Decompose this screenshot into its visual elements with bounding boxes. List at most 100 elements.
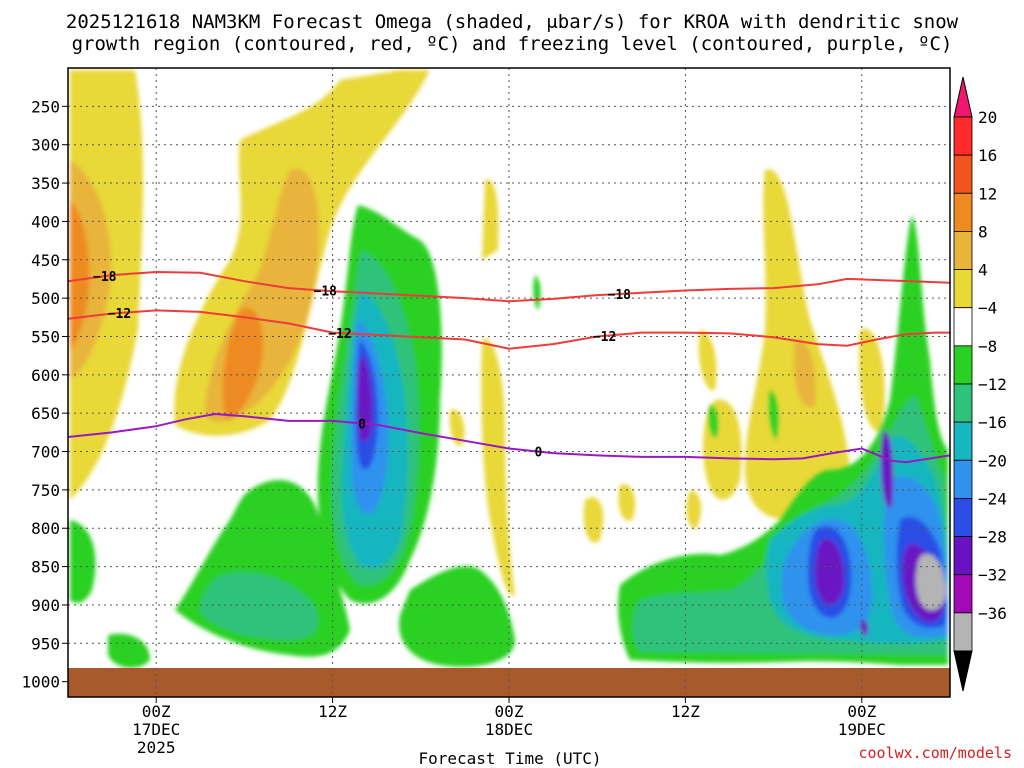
y-tick-label: 400 — [31, 212, 60, 231]
colorbar-top-arrow — [953, 76, 973, 118]
omega-minus4-region — [533, 275, 541, 310]
chart-title-line2: growth region (contoured, red, ºC) and f… — [72, 33, 953, 55]
y-tick-label: 300 — [31, 136, 60, 155]
omega-4-region — [703, 399, 742, 500]
contour-line-minus12 — [67, 309, 950, 350]
y-tick-label: 250 — [31, 97, 60, 116]
omega-4-region — [481, 338, 515, 596]
contour-label-zero: 0 — [358, 417, 366, 432]
omega-minus24-region — [815, 539, 845, 605]
colorbar-level-label: 16 — [978, 146, 997, 165]
x-tick-label: 12Z — [318, 702, 347, 721]
contour-label-minus18: −18 — [608, 288, 632, 303]
x-tick-label: 00Z — [847, 702, 876, 721]
x-tick-date-label: 17DEC — [132, 720, 180, 739]
colorbar-level-label: −36 — [978, 604, 1007, 623]
colorbar-bottom-arrow — [953, 650, 973, 692]
colorbar-level-label: −32 — [978, 566, 1007, 585]
colorbar-level-label: 20 — [978, 108, 997, 127]
omega-8-region — [794, 339, 816, 408]
colorbar-swatch — [953, 307, 973, 347]
y-tick-label: 750 — [31, 481, 60, 500]
x-tick-date-label: 19DEC — [838, 720, 886, 739]
colorbar-swatch — [953, 536, 973, 576]
y-tick-label: 950 — [31, 634, 60, 653]
colorbar-level-label: −8 — [978, 337, 997, 356]
x-tick-date-label: 18DEC — [485, 720, 533, 739]
omega-4-region — [618, 484, 636, 521]
colorbar-swatch — [953, 574, 973, 614]
omega-minus24-region — [860, 619, 869, 636]
rising-omega-regions — [70, 70, 885, 596]
colorbar-swatch — [953, 231, 973, 270]
temperature-contours: −18 −18 −18 −12 −12 −12 0 0 — [67, 270, 951, 464]
omega-shading — [68, 70, 950, 697]
y-tick-label: 450 — [31, 251, 60, 270]
omega-12-region — [70, 200, 90, 350]
chart-title-line1: 2025121618 NAM3KM Forecast Omega (shaded… — [66, 11, 959, 33]
contour-label-minus18: −18 — [93, 270, 117, 285]
omega-minus4-region — [108, 633, 150, 668]
omega-minus32-region — [915, 554, 946, 611]
colorbar-level-label: 12 — [978, 184, 997, 203]
contour-label-minus12: −12 — [328, 327, 351, 342]
colorbar-level-label: 8 — [978, 222, 988, 241]
colorbar-swatch — [953, 459, 973, 499]
colorbar-swatch — [953, 421, 973, 461]
colorbar-swatch — [953, 116, 973, 156]
contour-label-zero: 0 — [534, 446, 542, 461]
colorbar-swatch — [953, 383, 973, 423]
contour-label-minus12: −12 — [108, 307, 131, 322]
colorbar-swatch — [953, 498, 973, 537]
y-tick-label: 500 — [31, 289, 60, 308]
omega-4-region — [859, 328, 885, 432]
colorbar-level-label: −16 — [978, 413, 1007, 432]
pressure-axis: 250 300 350 400 450 500 550 600 650 700 750 800 850 9… — [21, 97, 68, 692]
colorbar-level-label: −12 — [978, 375, 1007, 394]
colorbar-swatch — [953, 154, 973, 194]
omega-minus24-region — [880, 430, 894, 509]
y-tick-label: 350 — [31, 174, 60, 193]
credit-text: coolwx.com/models — [858, 744, 1012, 762]
y-tick-label: 850 — [31, 558, 60, 577]
contour-line-minus18 — [67, 270, 951, 303]
y-tick-label: 1000 — [21, 673, 60, 692]
colorbar-level-label: −28 — [978, 528, 1007, 547]
colorbar-swatch — [953, 612, 973, 652]
x-tick-label: 12Z — [671, 702, 700, 721]
colorbar-level-label: −4 — [978, 299, 997, 318]
omega-12-region — [222, 308, 264, 420]
y-tick-label: 800 — [31, 519, 60, 538]
omega-minus4-region — [399, 566, 515, 667]
colorbar-swatch — [953, 345, 973, 385]
omega-4-region — [449, 409, 465, 446]
y-tick-label: 650 — [31, 404, 60, 423]
omega-minus24-region — [357, 355, 373, 442]
omega-minus4-region — [70, 520, 96, 603]
y-tick-label: 700 — [31, 443, 60, 462]
omega-4-region — [482, 179, 499, 260]
contour-label-minus12: −12 — [593, 330, 616, 345]
colorbar-level-label: −24 — [978, 489, 1007, 508]
x-tick-label: 00Z — [495, 702, 524, 721]
x-axis-label: Forecast Time (UTC) — [418, 749, 601, 768]
omega-colorbar: 20 16 12 8 4 −4 −8 −12 −16 −20 −24 −28 −32 −36 — [953, 76, 1007, 692]
contour-label-minus18: −18 — [314, 285, 338, 300]
contour-line-zero — [67, 412, 951, 464]
sinking-omega-regions — [70, 205, 948, 668]
x-tick-year-label: 2025 — [137, 738, 176, 757]
omega-4-region — [583, 497, 604, 543]
colorbar-level-label: −20 — [978, 451, 1007, 470]
omega-minus8-region — [200, 571, 319, 640]
omega-4-region — [686, 490, 702, 530]
colorbar-level-label: 4 — [978, 261, 988, 280]
omega-minus4-region — [769, 390, 778, 440]
y-tick-label: 550 — [31, 327, 60, 346]
y-tick-label: 900 — [31, 596, 60, 615]
colorbar-swatch — [953, 269, 973, 309]
x-tick-label: 00Z — [142, 702, 171, 721]
y-tick-label: 600 — [31, 366, 60, 385]
omega-4-region — [698, 330, 717, 391]
